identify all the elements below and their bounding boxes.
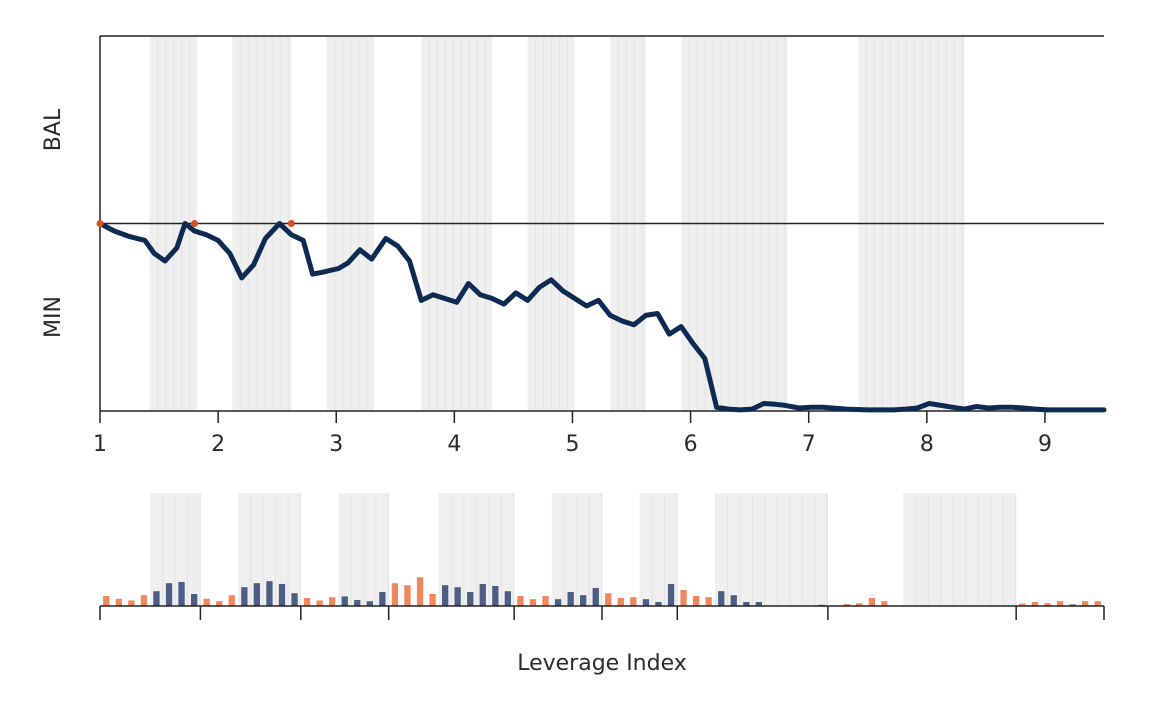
bar xyxy=(642,599,650,606)
top-x-tick-label: 8 xyxy=(920,432,934,457)
bar xyxy=(492,586,499,606)
bar xyxy=(517,596,524,606)
bar xyxy=(115,598,122,606)
bar xyxy=(504,591,511,606)
marker xyxy=(190,220,198,227)
bar xyxy=(730,595,737,606)
bar xyxy=(316,600,323,606)
top-x-tick-label: 7 xyxy=(802,432,816,457)
bar xyxy=(391,583,399,606)
bar xyxy=(655,602,662,606)
bar xyxy=(1031,602,1039,606)
top-x-tick-label: 6 xyxy=(684,432,698,457)
bar xyxy=(856,603,863,606)
bar xyxy=(329,597,336,606)
bar xyxy=(718,591,725,606)
bar xyxy=(266,581,273,606)
bar xyxy=(140,595,148,606)
top-x-ticks: 1 2 3 4 5 6 7 8 9 xyxy=(93,411,1052,457)
bar xyxy=(743,602,750,606)
marker xyxy=(287,220,295,227)
bar xyxy=(278,584,286,606)
top-x-tick-label: 5 xyxy=(565,432,579,457)
bar xyxy=(755,602,762,606)
bar xyxy=(630,597,637,606)
y-label-bal: BAL xyxy=(41,108,66,151)
bar xyxy=(1056,601,1064,606)
bar xyxy=(529,599,537,606)
bottom-x-ticks xyxy=(99,606,1105,620)
bar xyxy=(291,593,298,606)
bar xyxy=(881,601,888,606)
bar xyxy=(165,583,173,606)
bar xyxy=(454,587,461,606)
bar xyxy=(1019,603,1026,606)
bar xyxy=(479,584,486,606)
bar xyxy=(605,593,612,606)
bar xyxy=(843,604,850,606)
bar xyxy=(404,585,411,606)
series-line xyxy=(97,221,1107,413)
bar xyxy=(379,592,386,606)
y-label-min: MIN xyxy=(41,296,66,338)
bar xyxy=(705,597,712,606)
bar xyxy=(429,594,436,606)
bar xyxy=(228,595,235,606)
markers xyxy=(96,220,295,227)
top-x-tick-label: 3 xyxy=(329,432,343,457)
bar xyxy=(253,583,260,606)
top-x-tick-label: 9 xyxy=(1038,432,1052,457)
x-axis-title: Leverage Index xyxy=(517,651,687,676)
bars-group xyxy=(103,577,1101,606)
bar xyxy=(303,598,311,606)
bar xyxy=(216,601,223,606)
bar xyxy=(241,587,248,606)
top-shaded-bands xyxy=(149,36,965,411)
bottom-band-6 xyxy=(714,493,828,606)
top-x-tick-label: 2 xyxy=(211,432,225,457)
bar xyxy=(153,591,160,606)
bar xyxy=(128,600,135,606)
bar xyxy=(667,584,675,606)
bar xyxy=(580,595,587,606)
bar xyxy=(617,598,624,606)
bar xyxy=(592,588,599,606)
bar xyxy=(554,599,562,606)
top-x-tick-label: 1 xyxy=(93,432,107,457)
bar xyxy=(341,596,348,606)
bar xyxy=(1082,601,1089,606)
bar xyxy=(1044,603,1051,606)
marker xyxy=(96,220,104,227)
bar xyxy=(203,598,210,606)
bar xyxy=(567,592,574,606)
bar xyxy=(416,577,424,606)
bar xyxy=(191,594,198,606)
bar xyxy=(542,596,549,606)
bottom-shaded-bands xyxy=(150,493,1017,606)
bar xyxy=(467,592,474,606)
bar xyxy=(693,596,700,606)
bar xyxy=(366,601,373,606)
bar xyxy=(103,596,110,606)
bar xyxy=(1094,601,1101,606)
bar xyxy=(1069,604,1076,606)
bar xyxy=(868,598,875,606)
bottom-band-7 xyxy=(903,493,1017,606)
bar xyxy=(680,590,687,606)
bar xyxy=(178,582,185,606)
top-x-tick-label: 4 xyxy=(447,432,461,457)
bar xyxy=(354,600,361,606)
bar xyxy=(442,585,449,606)
